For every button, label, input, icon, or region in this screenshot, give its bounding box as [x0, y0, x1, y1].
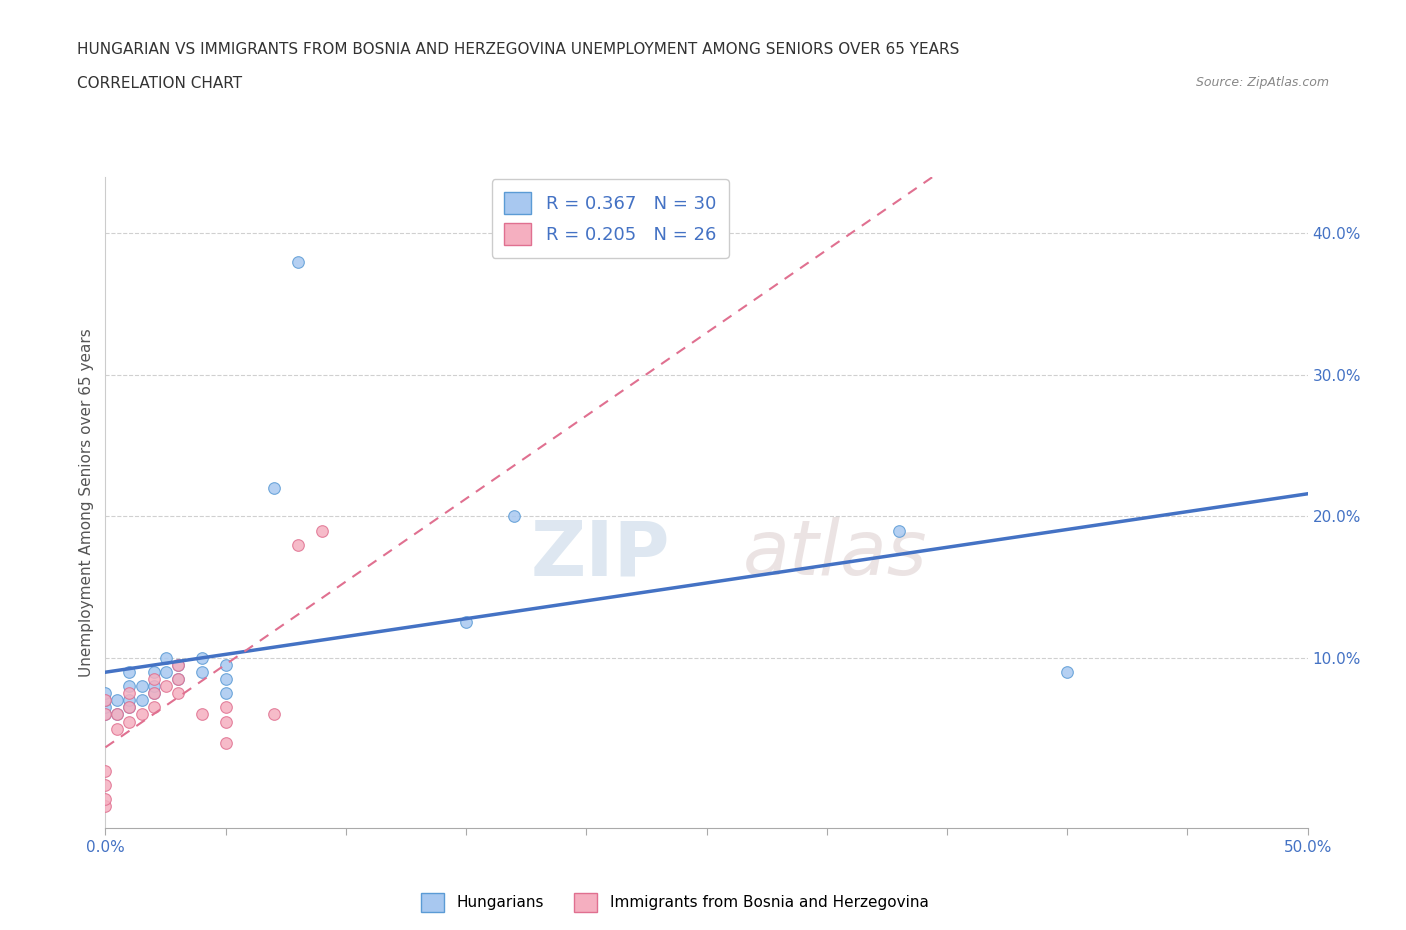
Point — [1056, 665, 1078, 680]
Point — [166, 671, 188, 686]
Point — [94, 777, 117, 792]
Point — [190, 707, 212, 722]
Point — [166, 658, 188, 672]
Point — [311, 523, 333, 538]
Y-axis label: Unemployment Among Seniors over 65 years: Unemployment Among Seniors over 65 years — [79, 328, 94, 677]
Point — [118, 700, 141, 715]
Point — [118, 665, 141, 680]
Point — [214, 736, 236, 751]
Point — [166, 671, 188, 686]
Text: atlas: atlas — [742, 517, 927, 591]
Point — [94, 799, 117, 814]
Point — [131, 693, 153, 708]
Point — [107, 707, 129, 722]
Point — [118, 685, 141, 700]
Point — [94, 700, 117, 715]
Point — [94, 685, 117, 700]
Point — [190, 650, 212, 665]
Text: HUNGARIAN VS IMMIGRANTS FROM BOSNIA AND HERZEGOVINA UNEMPLOYMENT AMONG SENIORS O: HUNGARIAN VS IMMIGRANTS FROM BOSNIA AND … — [77, 42, 960, 57]
Point — [94, 764, 117, 778]
Point — [94, 707, 117, 722]
Point — [142, 671, 165, 686]
Point — [190, 665, 212, 680]
Point — [94, 707, 117, 722]
Point — [155, 650, 177, 665]
Text: Source: ZipAtlas.com: Source: ZipAtlas.com — [1195, 76, 1329, 89]
Point — [887, 523, 910, 538]
Point — [287, 254, 309, 269]
Point — [263, 481, 285, 496]
Point — [118, 693, 141, 708]
Point — [142, 685, 165, 700]
Point — [107, 707, 129, 722]
Point — [142, 665, 165, 680]
Point — [118, 714, 141, 729]
Legend: R = 0.367   N = 30, R = 0.205   N = 26: R = 0.367 N = 30, R = 0.205 N = 26 — [492, 179, 728, 258]
Point — [214, 714, 236, 729]
Text: CORRELATION CHART: CORRELATION CHART — [77, 76, 242, 91]
Point — [166, 685, 188, 700]
Point — [166, 658, 188, 672]
Point — [155, 665, 177, 680]
Point — [142, 700, 165, 715]
Point — [142, 685, 165, 700]
Point — [94, 693, 117, 708]
Point — [142, 679, 165, 694]
Point — [454, 615, 477, 630]
Point — [107, 693, 129, 708]
Point — [214, 671, 236, 686]
Point — [214, 700, 236, 715]
Point — [131, 679, 153, 694]
Point — [107, 721, 129, 736]
Text: ZIP: ZIP — [531, 517, 671, 591]
Point — [503, 509, 526, 524]
Point — [263, 707, 285, 722]
Point — [131, 707, 153, 722]
Point — [118, 679, 141, 694]
Point — [94, 792, 117, 807]
Point — [287, 538, 309, 552]
Point — [155, 679, 177, 694]
Point — [94, 693, 117, 708]
Point — [214, 685, 236, 700]
Point — [214, 658, 236, 672]
Legend: Hungarians, Immigrants from Bosnia and Herzegovina: Hungarians, Immigrants from Bosnia and H… — [415, 887, 935, 918]
Point — [118, 700, 141, 715]
